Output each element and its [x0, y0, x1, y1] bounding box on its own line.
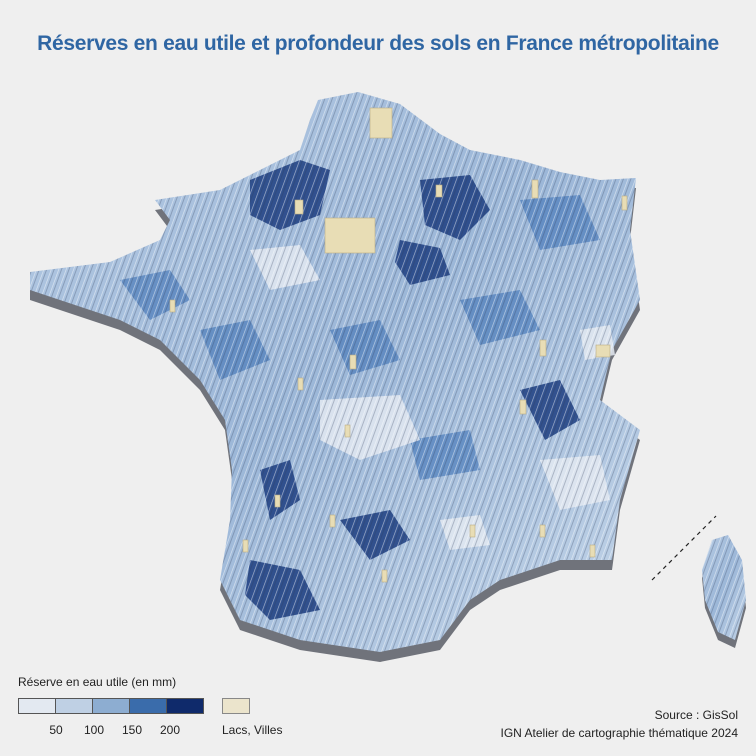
legend-lakes-swatch — [222, 698, 250, 714]
paris-city — [324, 217, 376, 254]
credit-line: IGN Atelier de cartographie thématique 2… — [500, 726, 738, 740]
legend-tick-200: 200 — [159, 723, 181, 737]
source-credits: Source : GisSol IGN Atelier de cartograp… — [501, 706, 738, 742]
relief-texture — [30, 92, 640, 652]
corsica-inset-separator — [651, 515, 717, 581]
legend-title: Réserve en eau utile (en mm) — [18, 675, 177, 689]
legend-class-1 — [18, 698, 56, 714]
legend-class-4 — [129, 698, 167, 714]
cities-lakes — [169, 107, 628, 583]
legend-class-5 — [166, 698, 204, 714]
corsica-texture — [702, 535, 746, 640]
legend-lakes-label: Lacs, Villes — [222, 723, 283, 737]
legend-class-2 — [55, 698, 93, 714]
lille-city — [369, 107, 393, 139]
legend-class-3 — [92, 698, 130, 714]
map-title: Réserves en eau utile et profondeur des … — [37, 32, 719, 55]
legend-tick-50: 50 — [49, 723, 63, 737]
legend-color-scale — [18, 698, 204, 714]
lake-geneva — [595, 344, 611, 358]
legend-tick-150: 150 — [121, 723, 143, 737]
legend-tick-100: 100 — [83, 723, 105, 737]
source-line: Source : GisSol — [654, 708, 738, 722]
